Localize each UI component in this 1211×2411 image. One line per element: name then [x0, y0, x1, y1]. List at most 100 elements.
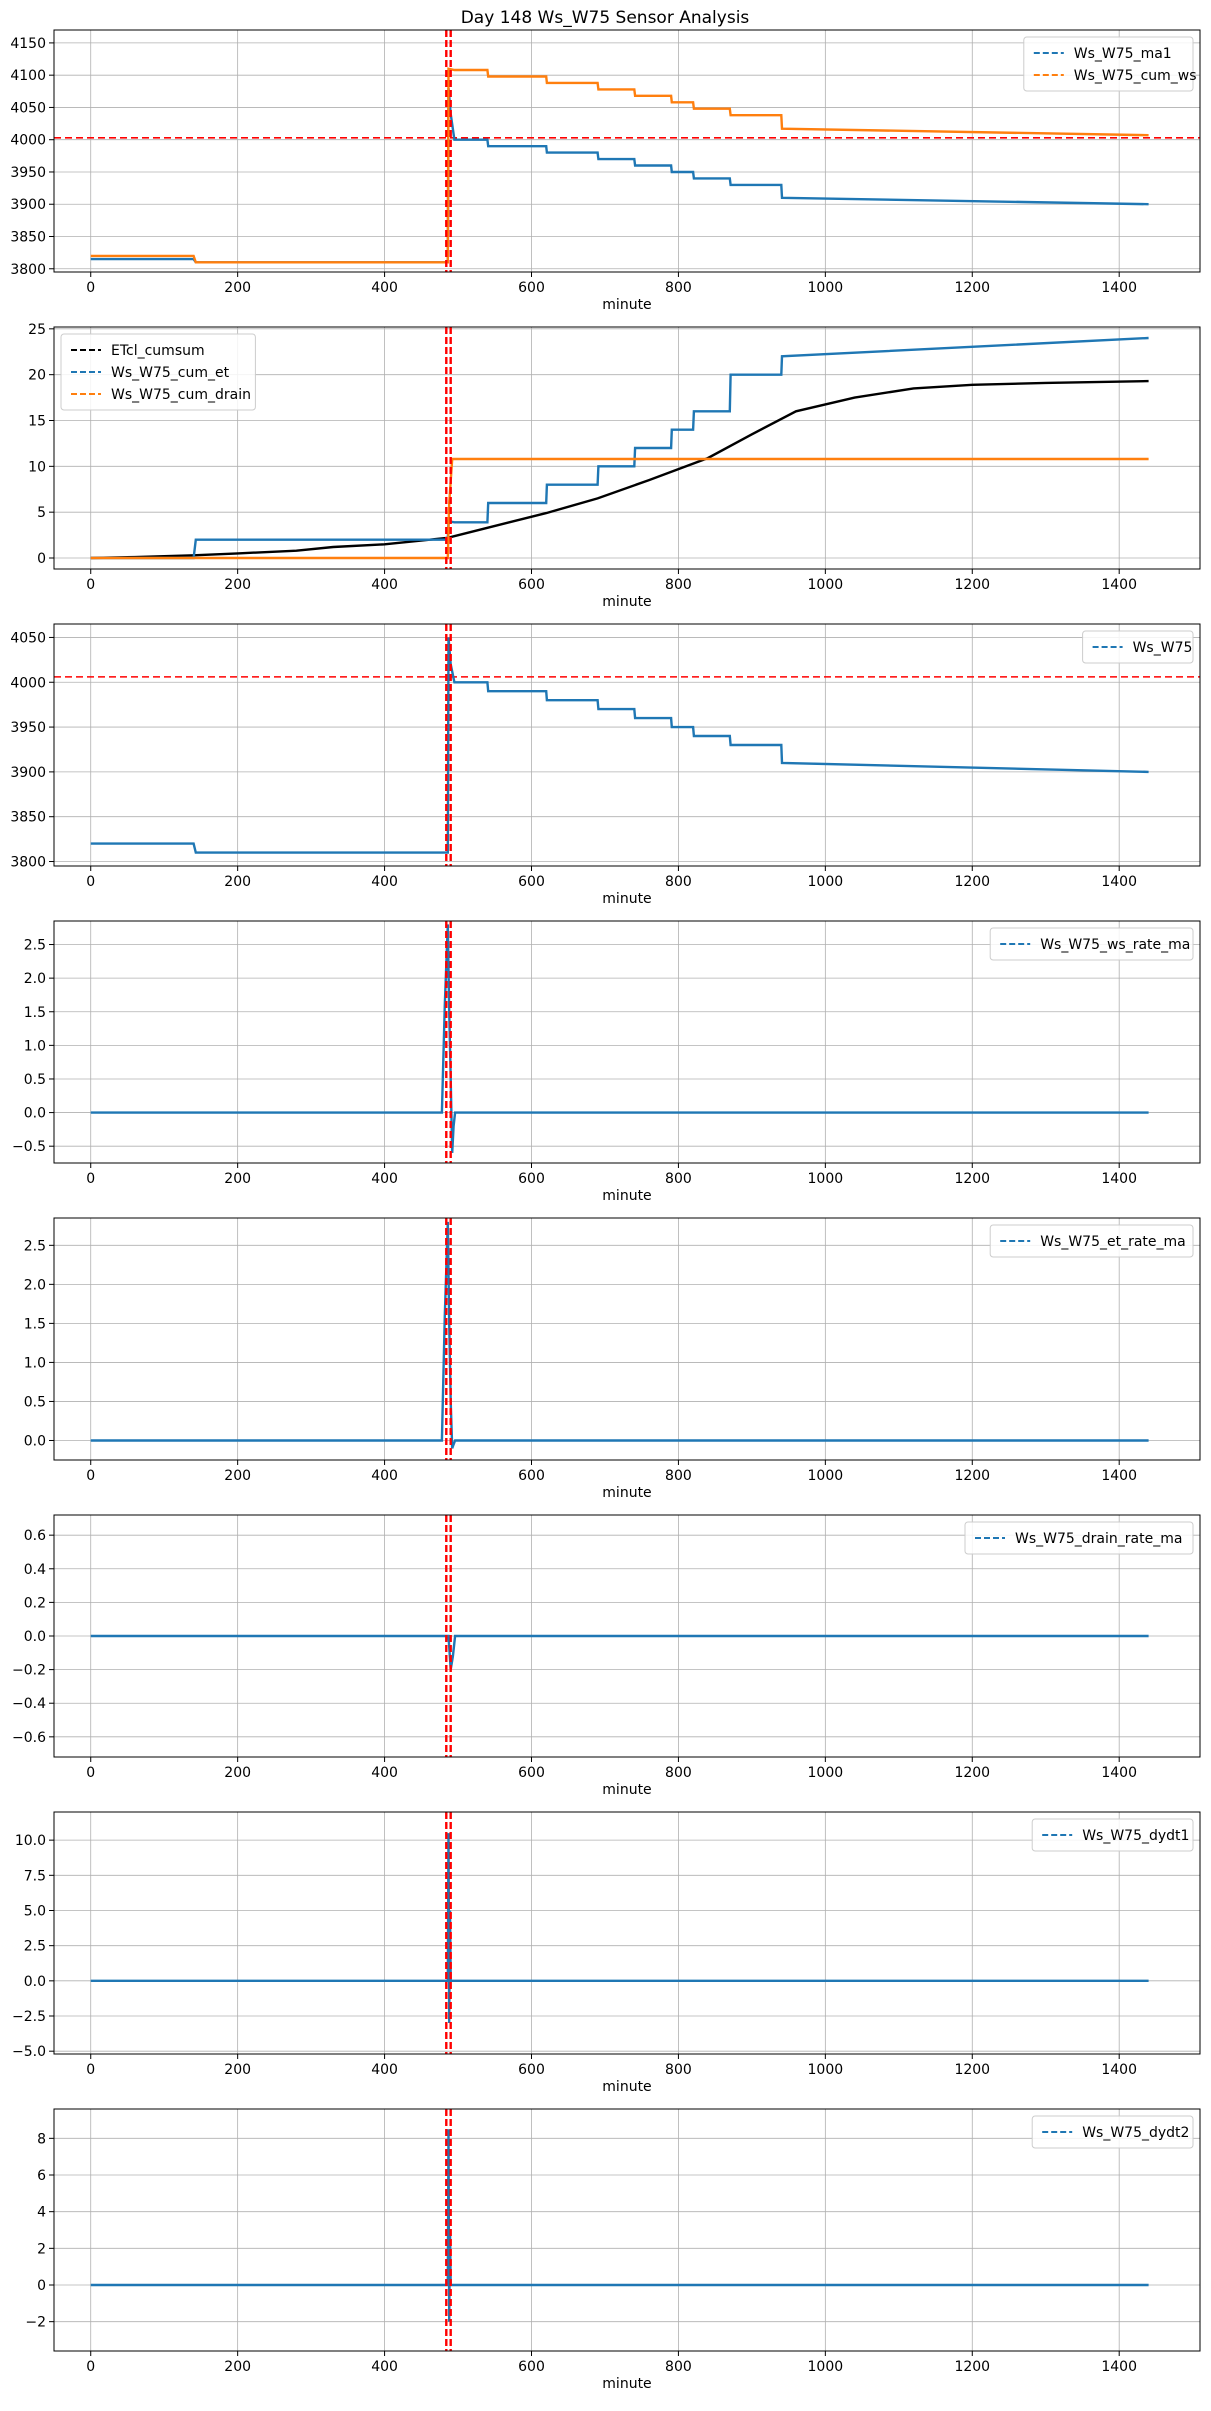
series-line-Ws_W75: [90, 637, 1149, 854]
legend-box: [1031, 2115, 1194, 2149]
x-axis-label: minute: [602, 2079, 651, 2095]
axes-frame: [53, 1811, 1201, 2055]
x-axis-label: minute: [602, 1782, 651, 1798]
subplot-grid: 0 200 400 600 800 1000 1200 1400380038503900395…: [10, 29, 1201, 2392]
x-tick-label: 1000: [808, 1765, 844, 1781]
y-tick-label: 3800: [10, 262, 46, 278]
series-line-ETcl_cumsum: [90, 379, 1149, 560]
y-tick-label: 5: [37, 505, 46, 521]
x-tick-label: 600: [518, 1765, 545, 1781]
subplot-2: 0 200 400 600 800 1000 1200 1400 0 5 10 15 20 25 minut…: [28, 322, 1201, 610]
legend-label: Ws_W75_dydt1: [1082, 1828, 1189, 1844]
x-tick-label: 1000: [808, 280, 844, 296]
x-tick-label: 800: [665, 280, 692, 296]
x-tick-label: 400: [371, 1765, 398, 1781]
y-tick-label: −0.5: [12, 1139, 46, 1155]
figure-title: Day 148 Ws_W75 Sensor Analysis: [461, 8, 750, 28]
y-tick-label: 4: [37, 2205, 46, 2221]
y-tick-label: 0.0: [24, 1629, 46, 1645]
legend-box: [1082, 630, 1194, 664]
legend-label: Ws_W75: [1133, 640, 1193, 656]
axes-frame: [53, 2108, 1201, 2352]
x-tick-label: 1000: [808, 577, 844, 593]
y-tick-label: 1.0: [24, 1038, 46, 1054]
series-line-Ws_W75_cum_ws: [90, 67, 1149, 264]
y-tick-label: 3850: [10, 230, 46, 246]
subplot-5: 0 200 400 600 800 1000 1200 1400 0.0 0.5 1.0 1.5 2.0…: [24, 1217, 1201, 1501]
y-tick-label: 25: [28, 322, 46, 338]
y-tick-label: 3800: [10, 855, 46, 871]
y-tick-label: 8: [37, 2131, 46, 2147]
legend-label: Ws_W75_cum_ws: [1074, 68, 1197, 84]
x-tick-label: 800: [665, 1171, 692, 1187]
x-tick-label: 200: [224, 2062, 251, 2078]
x-tick-label: 1400: [1101, 1765, 1137, 1781]
y-tick-label: 5.0: [24, 1903, 46, 1919]
legend-label: ETcl_cumsum: [111, 343, 205, 359]
x-tick-label: 1400: [1101, 2062, 1137, 2078]
y-tick-label: −5.0: [12, 2044, 46, 2060]
y-tick-label: −0.4: [12, 1696, 46, 1712]
x-tick-label: 0: [86, 1468, 95, 1484]
subplot-4: 0 200 400 600 800 1000 1200 1400 −0.5 0.0 0.5 1.0 1.…: [12, 920, 1201, 1204]
legend-box: [60, 333, 256, 411]
x-tick-label: 400: [371, 2359, 398, 2375]
x-tick-label: 800: [665, 577, 692, 593]
x-tick-label: 200: [224, 1765, 251, 1781]
x-tick-label: 1400: [1101, 1468, 1137, 1484]
x-tick-label: 600: [518, 2062, 545, 2078]
x-tick-label: 1400: [1101, 2359, 1137, 2375]
x-tick-label: 200: [224, 1468, 251, 1484]
axes-frame: [53, 623, 1201, 867]
y-tick-label: 4150: [10, 36, 46, 52]
x-tick-label: 600: [518, 2359, 545, 2375]
x-axis-label: minute: [602, 891, 651, 907]
x-tick-label: 600: [518, 1468, 545, 1484]
x-tick-label: 1000: [808, 2359, 844, 2375]
series-line-Ws_W75_dydt1: [90, 1833, 1149, 2024]
legend-label: Ws_W75_dydt2: [1082, 2125, 1189, 2141]
y-tick-label: 0.0: [24, 1433, 46, 1449]
x-axis-label: minute: [602, 594, 651, 610]
y-tick-label: 0.0: [24, 1106, 46, 1122]
legend: Ws_W75_ma1 Ws_W75_cum_ws: [1023, 36, 1197, 92]
y-tick-label: 0.0: [24, 1974, 46, 1990]
x-tick-label: 800: [665, 2359, 692, 2375]
x-tick-label: 1400: [1101, 1171, 1137, 1187]
series-line-Ws_W75_cum_drain: [90, 457, 1149, 560]
subplot-8: 0 200 400 600 800 1000 1200 1400 −2 0 2 4 6 8 minute Ws…: [25, 2108, 1201, 2392]
y-tick-label: 0.4: [24, 1562, 46, 1578]
y-tick-label: 10: [28, 459, 46, 475]
legend: Ws_W75_dydt1: [1031, 1818, 1194, 1852]
legend-label: Ws_W75_ma1: [1074, 46, 1172, 62]
y-tick-label: 4050: [10, 630, 46, 646]
y-tick-label: −2.5: [12, 2009, 46, 2025]
x-tick-label: 800: [665, 1468, 692, 1484]
legend: ETcl_cumsum Ws_W75_cum_et Ws_W75_cum_drain: [60, 333, 256, 411]
x-tick-label: 0: [86, 1171, 95, 1187]
y-tick-label: 1.0: [24, 1355, 46, 1371]
x-tick-label: 1400: [1101, 280, 1137, 296]
y-tick-label: 0.2: [24, 1595, 46, 1611]
y-tick-label: 3950: [10, 165, 46, 181]
x-tick-label: 200: [224, 2359, 251, 2375]
y-tick-label: 1.5: [24, 1005, 46, 1021]
x-tick-label: 200: [224, 577, 251, 593]
x-tick-label: 1200: [954, 1765, 990, 1781]
y-tick-label: 20: [28, 368, 46, 384]
x-tick-label: 600: [518, 874, 545, 890]
x-tick-label: 800: [665, 1765, 692, 1781]
x-tick-label: 0: [86, 2062, 95, 2078]
axes-frame: [53, 326, 1201, 570]
y-tick-label: 2.0: [24, 971, 46, 987]
legend-label: Ws_W75_et_rate_ma: [1040, 1234, 1186, 1250]
y-tick-label: 1.5: [24, 1316, 46, 1332]
y-tick-label: 2.5: [24, 938, 46, 954]
y-tick-label: 4000: [10, 133, 46, 149]
y-tick-label: 6: [37, 2168, 46, 2184]
x-tick-label: 1200: [954, 874, 990, 890]
legend-label: Ws_W75_drain_rate_ma: [1015, 1531, 1182, 1547]
axes-frame: [53, 920, 1201, 1164]
y-tick-label: 2.5: [24, 1939, 46, 1955]
